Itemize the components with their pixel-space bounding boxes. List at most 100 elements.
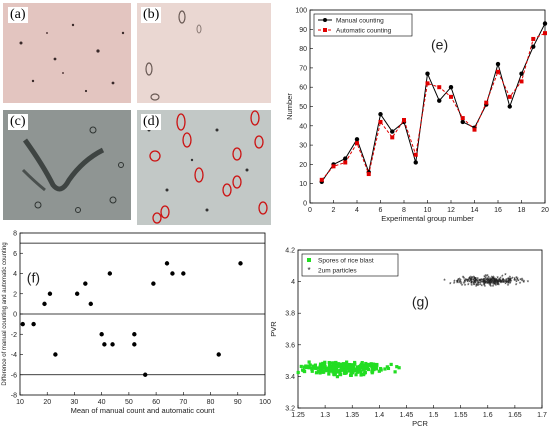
chart-g-particles-point: * <box>501 280 504 287</box>
chart-g-particles-point: * <box>523 279 526 286</box>
chart-g-particles-point: * <box>483 283 486 290</box>
chart-g-particles-point: * <box>497 282 500 289</box>
chart-g-spores-point <box>395 365 399 369</box>
chart-e-automatic-point <box>437 85 442 90</box>
chart-g-spores-point <box>393 370 397 374</box>
chart-g-particles-point: * <box>462 275 465 282</box>
chart-g-particles-point: * <box>470 278 473 285</box>
chart-g-particles-point: * <box>493 278 496 285</box>
chart-g-x-tick-label: 1.6 <box>483 412 493 419</box>
chart-g-particles-point: * <box>474 278 477 285</box>
chart-f-y-tick-label: 0 <box>13 312 17 319</box>
chart-g-spores-point <box>328 361 332 365</box>
chart-f-point <box>181 271 186 276</box>
chart-g-spores-point <box>325 367 330 371</box>
chart-e-x-tick-label: 8 <box>402 207 406 214</box>
chart-g-spores-point <box>336 362 340 366</box>
chart-g-spores-point <box>318 371 322 375</box>
chart-g-particles-point: * <box>487 281 490 288</box>
chart-g-particles-point: * <box>473 276 476 283</box>
chart-e-manual-point <box>390 129 395 134</box>
chart-g-particles-point: * <box>482 279 485 286</box>
chart-g-x-tick-label: 1.4 <box>374 412 384 419</box>
chart-e-y-tick-label: 10 <box>299 181 307 188</box>
chart-g-particles-point: * <box>491 281 494 288</box>
chart-f-x-axis-label: Mean of manual count and automatic count <box>71 406 216 415</box>
chart-g-spores-point <box>344 366 349 371</box>
chart-g-spores-point <box>332 372 336 376</box>
chart-e-automatic-point <box>507 94 512 99</box>
chart-f-x-tick-label: 20 <box>43 399 51 406</box>
chart-g-particles-point: * <box>493 280 496 287</box>
chart-g-particles-point: * <box>473 280 476 287</box>
chart-g-particles-point: * <box>483 281 486 288</box>
chart-g-particles-point: * <box>474 279 477 286</box>
chart-g-particles-point: * <box>475 284 478 291</box>
chart-g-particles-point: * <box>480 279 483 286</box>
chart-g-particles-point: * <box>504 282 507 289</box>
chart-g-particles-point: * <box>489 277 492 284</box>
chart-g-particles-point: * <box>457 277 460 284</box>
chart-g-spores-point <box>349 371 353 375</box>
chart-g-spores-point <box>374 367 378 371</box>
chart-g-particles-point: * <box>509 278 512 285</box>
chart-e-automatic-point <box>343 160 348 165</box>
chart-g-particles-point: * <box>473 282 476 289</box>
chart-e-x-tick-label: 4 <box>355 207 359 214</box>
chart-g-particles-point: * <box>484 276 487 283</box>
chart-g-spores-point <box>366 364 370 368</box>
chart-g-particles-point: * <box>472 280 475 287</box>
chart-g-panel-label-bg <box>409 293 432 311</box>
chart-g-particles-point: * <box>461 283 464 290</box>
chart-f-point <box>164 261 170 266</box>
chart-g-particles-point: * <box>492 277 495 284</box>
chart-f-point <box>42 301 47 307</box>
chart-g-particles-point: * <box>519 277 522 284</box>
chart-g-particles-point: * <box>500 280 503 287</box>
chart-g-particles-point: * <box>483 280 486 287</box>
chart-g-particles-point: * <box>493 278 496 285</box>
chart-g-particles-point: * <box>483 279 486 286</box>
chart-g-spores-point <box>334 364 338 368</box>
micrograph-d-texture <box>147 110 268 224</box>
chart-g-spores-point <box>379 366 383 371</box>
chart-g-particles-point: * <box>474 276 477 283</box>
chart-e-legend-box <box>313 13 413 37</box>
chart-g-x-tick-label: 1.5 <box>429 412 439 419</box>
chart-g-particles-point: * <box>496 279 499 286</box>
chart-g-spores-point <box>370 369 374 373</box>
chart-g-spores-point <box>314 366 318 371</box>
chart-g-particles-point: * <box>484 274 487 281</box>
chart-g-spores-point <box>305 365 309 370</box>
chart-g-particles-point: * <box>467 278 470 285</box>
chart-g-particles-point: * <box>484 281 487 288</box>
chart-g-particles-point: * <box>467 278 470 285</box>
chart-g-particles-point: * <box>489 284 492 291</box>
chart-g-particles-point: * <box>483 277 486 284</box>
chart-g-particles-point: * <box>475 278 478 285</box>
chart-g-spores-point <box>321 362 326 367</box>
chart-g-panel-label: (g) <box>412 293 429 309</box>
micrograph-a-texture <box>19 23 125 93</box>
chart-f-x-tick-label: 10 <box>16 399 24 406</box>
chart-g-particles-point: * <box>494 277 497 284</box>
chart-g-x-tick-label: 1.45 <box>400 412 414 419</box>
chart-g-particles-point: * <box>503 278 506 285</box>
chart-g-particles-point: * <box>483 282 486 289</box>
chart-g-particles-point: * <box>487 280 490 287</box>
chart-g-particles-point: * <box>516 277 519 284</box>
chart-g-particles-point: * <box>483 284 486 291</box>
chart-f-panel-label-bg <box>24 269 47 287</box>
chart-g-particles-point: * <box>497 282 500 289</box>
chart-g-spores-point <box>361 363 365 367</box>
chart-g-particles-point: * <box>494 281 497 288</box>
chart-g-particles-point: * <box>489 276 492 283</box>
chart-g-y-tick-label: 3.4 <box>285 374 295 381</box>
chart-g-spores-point <box>324 369 328 373</box>
chart-e-manual-point <box>531 44 536 49</box>
chart-f-point <box>238 261 243 266</box>
chart-g-spores-point <box>320 368 324 372</box>
chart-g-particles-point: * <box>478 279 481 286</box>
chart-g-particles-point: * <box>470 277 473 284</box>
chart-g-particles-point: * <box>509 277 512 284</box>
